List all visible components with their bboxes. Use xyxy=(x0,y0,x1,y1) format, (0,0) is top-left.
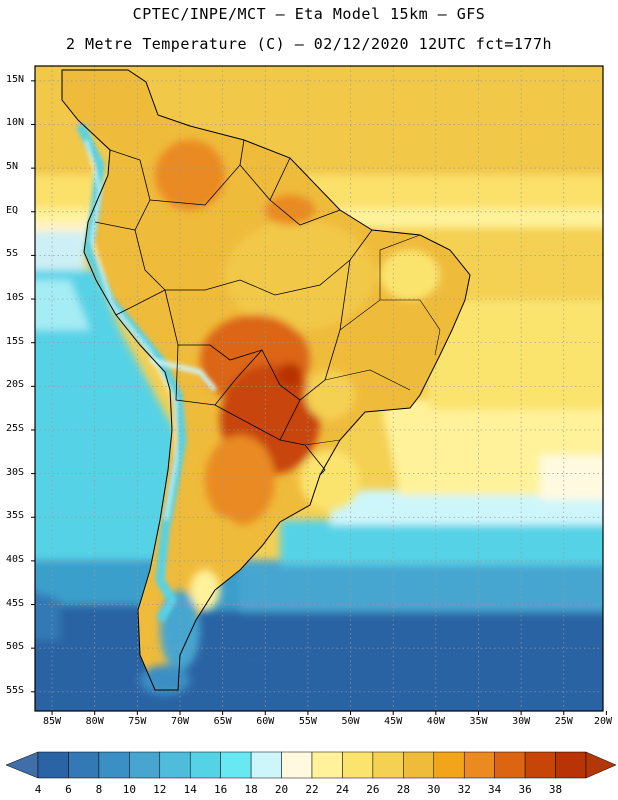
colorbar-label: 36 xyxy=(518,783,532,796)
longitude-label: 20W xyxy=(593,716,613,727)
longitude-label: 45W xyxy=(384,716,403,727)
longitude-label: 85W xyxy=(43,716,62,727)
colorbar-swatch xyxy=(494,751,526,779)
latitude-label: 15N xyxy=(6,73,25,85)
latitude-label: 50S xyxy=(6,641,25,653)
colorbar-swatch xyxy=(189,751,221,779)
longitude-label: 75W xyxy=(128,716,147,727)
andes-cold-strip xyxy=(75,122,187,623)
colorbar-label: 34 xyxy=(488,783,502,796)
latitude-label: 10S xyxy=(6,292,25,304)
colorbar-label: 12 xyxy=(153,783,167,796)
colorbar-swatch xyxy=(37,751,69,779)
latitude-label: 5S xyxy=(6,248,19,260)
colorbar-swatch xyxy=(372,751,404,779)
colorbar-label: 22 xyxy=(305,783,319,796)
colorbar-label: 16 xyxy=(214,783,228,796)
colorbar-label: 20 xyxy=(274,783,289,796)
colorbar-swatch xyxy=(463,751,495,779)
map-subtitle: 2 Metre Temperature (C) – 02/12/2020 12U… xyxy=(65,35,553,53)
colorbar-label: 26 xyxy=(366,783,380,796)
land-temperature-shading xyxy=(140,140,440,695)
colorbar-label: 4 xyxy=(34,783,42,796)
colorbar-swatch xyxy=(250,751,282,779)
latitude-label: 40S xyxy=(6,553,25,565)
longitude-label: 35W xyxy=(469,716,488,727)
colorbar-label: 14 xyxy=(183,783,197,796)
colorbar-swatch xyxy=(98,751,130,779)
longitude-label: 80W xyxy=(85,716,104,727)
colorbar-label: 38 xyxy=(548,783,563,796)
map-frame xyxy=(34,65,604,712)
map-gridlines xyxy=(35,66,603,711)
colorbar-swatch xyxy=(555,751,587,779)
longitude-label: 30W xyxy=(512,716,531,727)
colorbar-swatch xyxy=(220,751,252,779)
falkland-islands xyxy=(245,656,276,665)
longitude-label: 50W xyxy=(341,716,360,727)
longitude-label: 55W xyxy=(298,716,317,727)
colorbar-label: 10 xyxy=(122,783,136,796)
latitude-label: 55S xyxy=(6,684,25,696)
colorbar-swatch xyxy=(311,751,343,779)
colorbar-swatch xyxy=(129,751,161,779)
latitude-label: 5N xyxy=(6,161,19,173)
longitude-label: 65W xyxy=(213,716,232,727)
temperature-colorbar xyxy=(5,751,617,779)
colorbar-label: 8 xyxy=(95,783,103,796)
latitude-label: 45S xyxy=(6,597,25,609)
latitude-label: 15S xyxy=(6,335,25,347)
colorbar-label: 24 xyxy=(335,783,350,796)
map-title: CPTEC/INPE/MCT – Eta Model 15km – GFS xyxy=(132,5,486,23)
colorbar-label: 32 xyxy=(457,783,471,796)
colorbar-swatch xyxy=(159,751,191,779)
colorbar-label: 6 xyxy=(65,783,72,796)
colorbar-over-triangle xyxy=(585,751,617,779)
longitude-label: 40W xyxy=(426,716,445,727)
colorbar-swatch xyxy=(433,751,465,779)
colorbar-label: 18 xyxy=(244,783,258,796)
latitude-label: 35S xyxy=(6,510,25,522)
colorbar-swatch xyxy=(281,751,313,779)
colorbar-swatch xyxy=(403,751,435,779)
longitude-label: 70W xyxy=(170,716,190,727)
latitude-label: 25S xyxy=(6,422,25,434)
colorbar-swatch xyxy=(342,751,374,779)
latitude-label: EQ xyxy=(6,204,19,216)
latitude-label: 20S xyxy=(6,379,25,391)
longitude-label: 60W xyxy=(256,716,275,727)
colorbar-swatch xyxy=(68,751,100,779)
colorbar-swatch xyxy=(524,751,556,779)
colorbar-under-triangle xyxy=(5,751,39,779)
colorbar-label: 28 xyxy=(396,783,410,796)
latitude-label: 30S xyxy=(6,466,25,478)
latitude-label: 10N xyxy=(6,117,25,129)
longitude-label: 25W xyxy=(554,716,573,727)
country-boundaries xyxy=(61,69,471,691)
colorbar-label: 30 xyxy=(427,783,441,796)
